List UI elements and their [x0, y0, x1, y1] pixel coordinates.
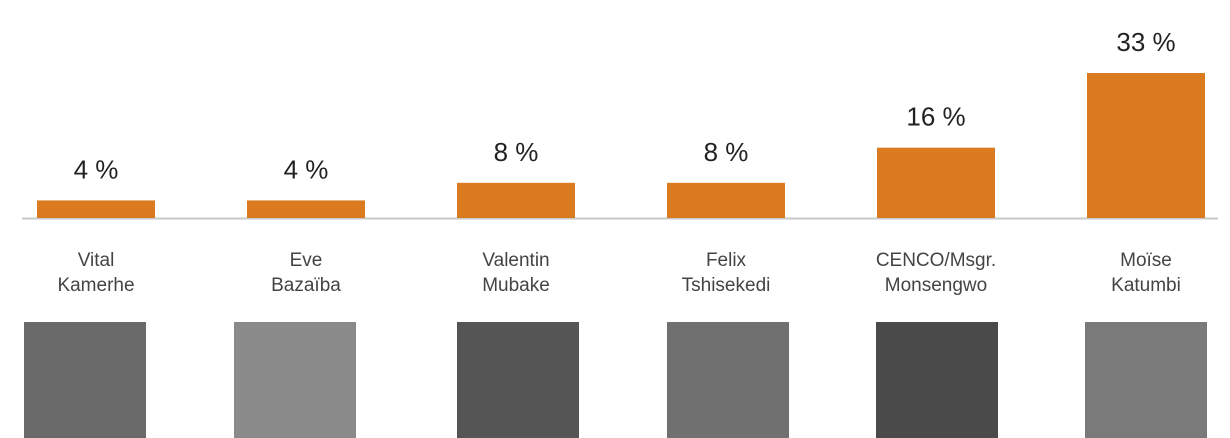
- value-label: 8 %: [704, 137, 749, 167]
- category-label: Valentin Mubake: [482, 250, 550, 296]
- photos: [24, 322, 1207, 438]
- photo-placeholder: [1085, 322, 1207, 438]
- bar: [667, 182, 785, 218]
- photo-placeholder: [876, 322, 998, 438]
- bar: [37, 200, 155, 218]
- value-label: 8 %: [494, 137, 539, 167]
- category-label: CENCO/Msgr. Monsengwo: [876, 250, 996, 296]
- value-label: 4 %: [284, 154, 329, 184]
- bar: [1087, 73, 1205, 218]
- bar: [457, 182, 575, 218]
- category-label: Vital Kamerhe: [57, 250, 134, 296]
- photo-placeholder: [24, 322, 146, 438]
- value-label: 4 %: [74, 154, 119, 184]
- value-label: 33 %: [1116, 27, 1175, 57]
- photo-placeholder: [234, 322, 356, 438]
- category-label: Felix Tshisekedi: [682, 250, 771, 296]
- category-label: Moïse Katumbi: [1111, 250, 1181, 296]
- bar: [877, 147, 995, 218]
- bar: [247, 200, 365, 218]
- value-label: 16 %: [906, 102, 965, 132]
- photo-placeholder: [667, 322, 789, 438]
- photo-placeholder: [457, 322, 579, 438]
- category-label: Eve Bazaïba: [271, 250, 341, 296]
